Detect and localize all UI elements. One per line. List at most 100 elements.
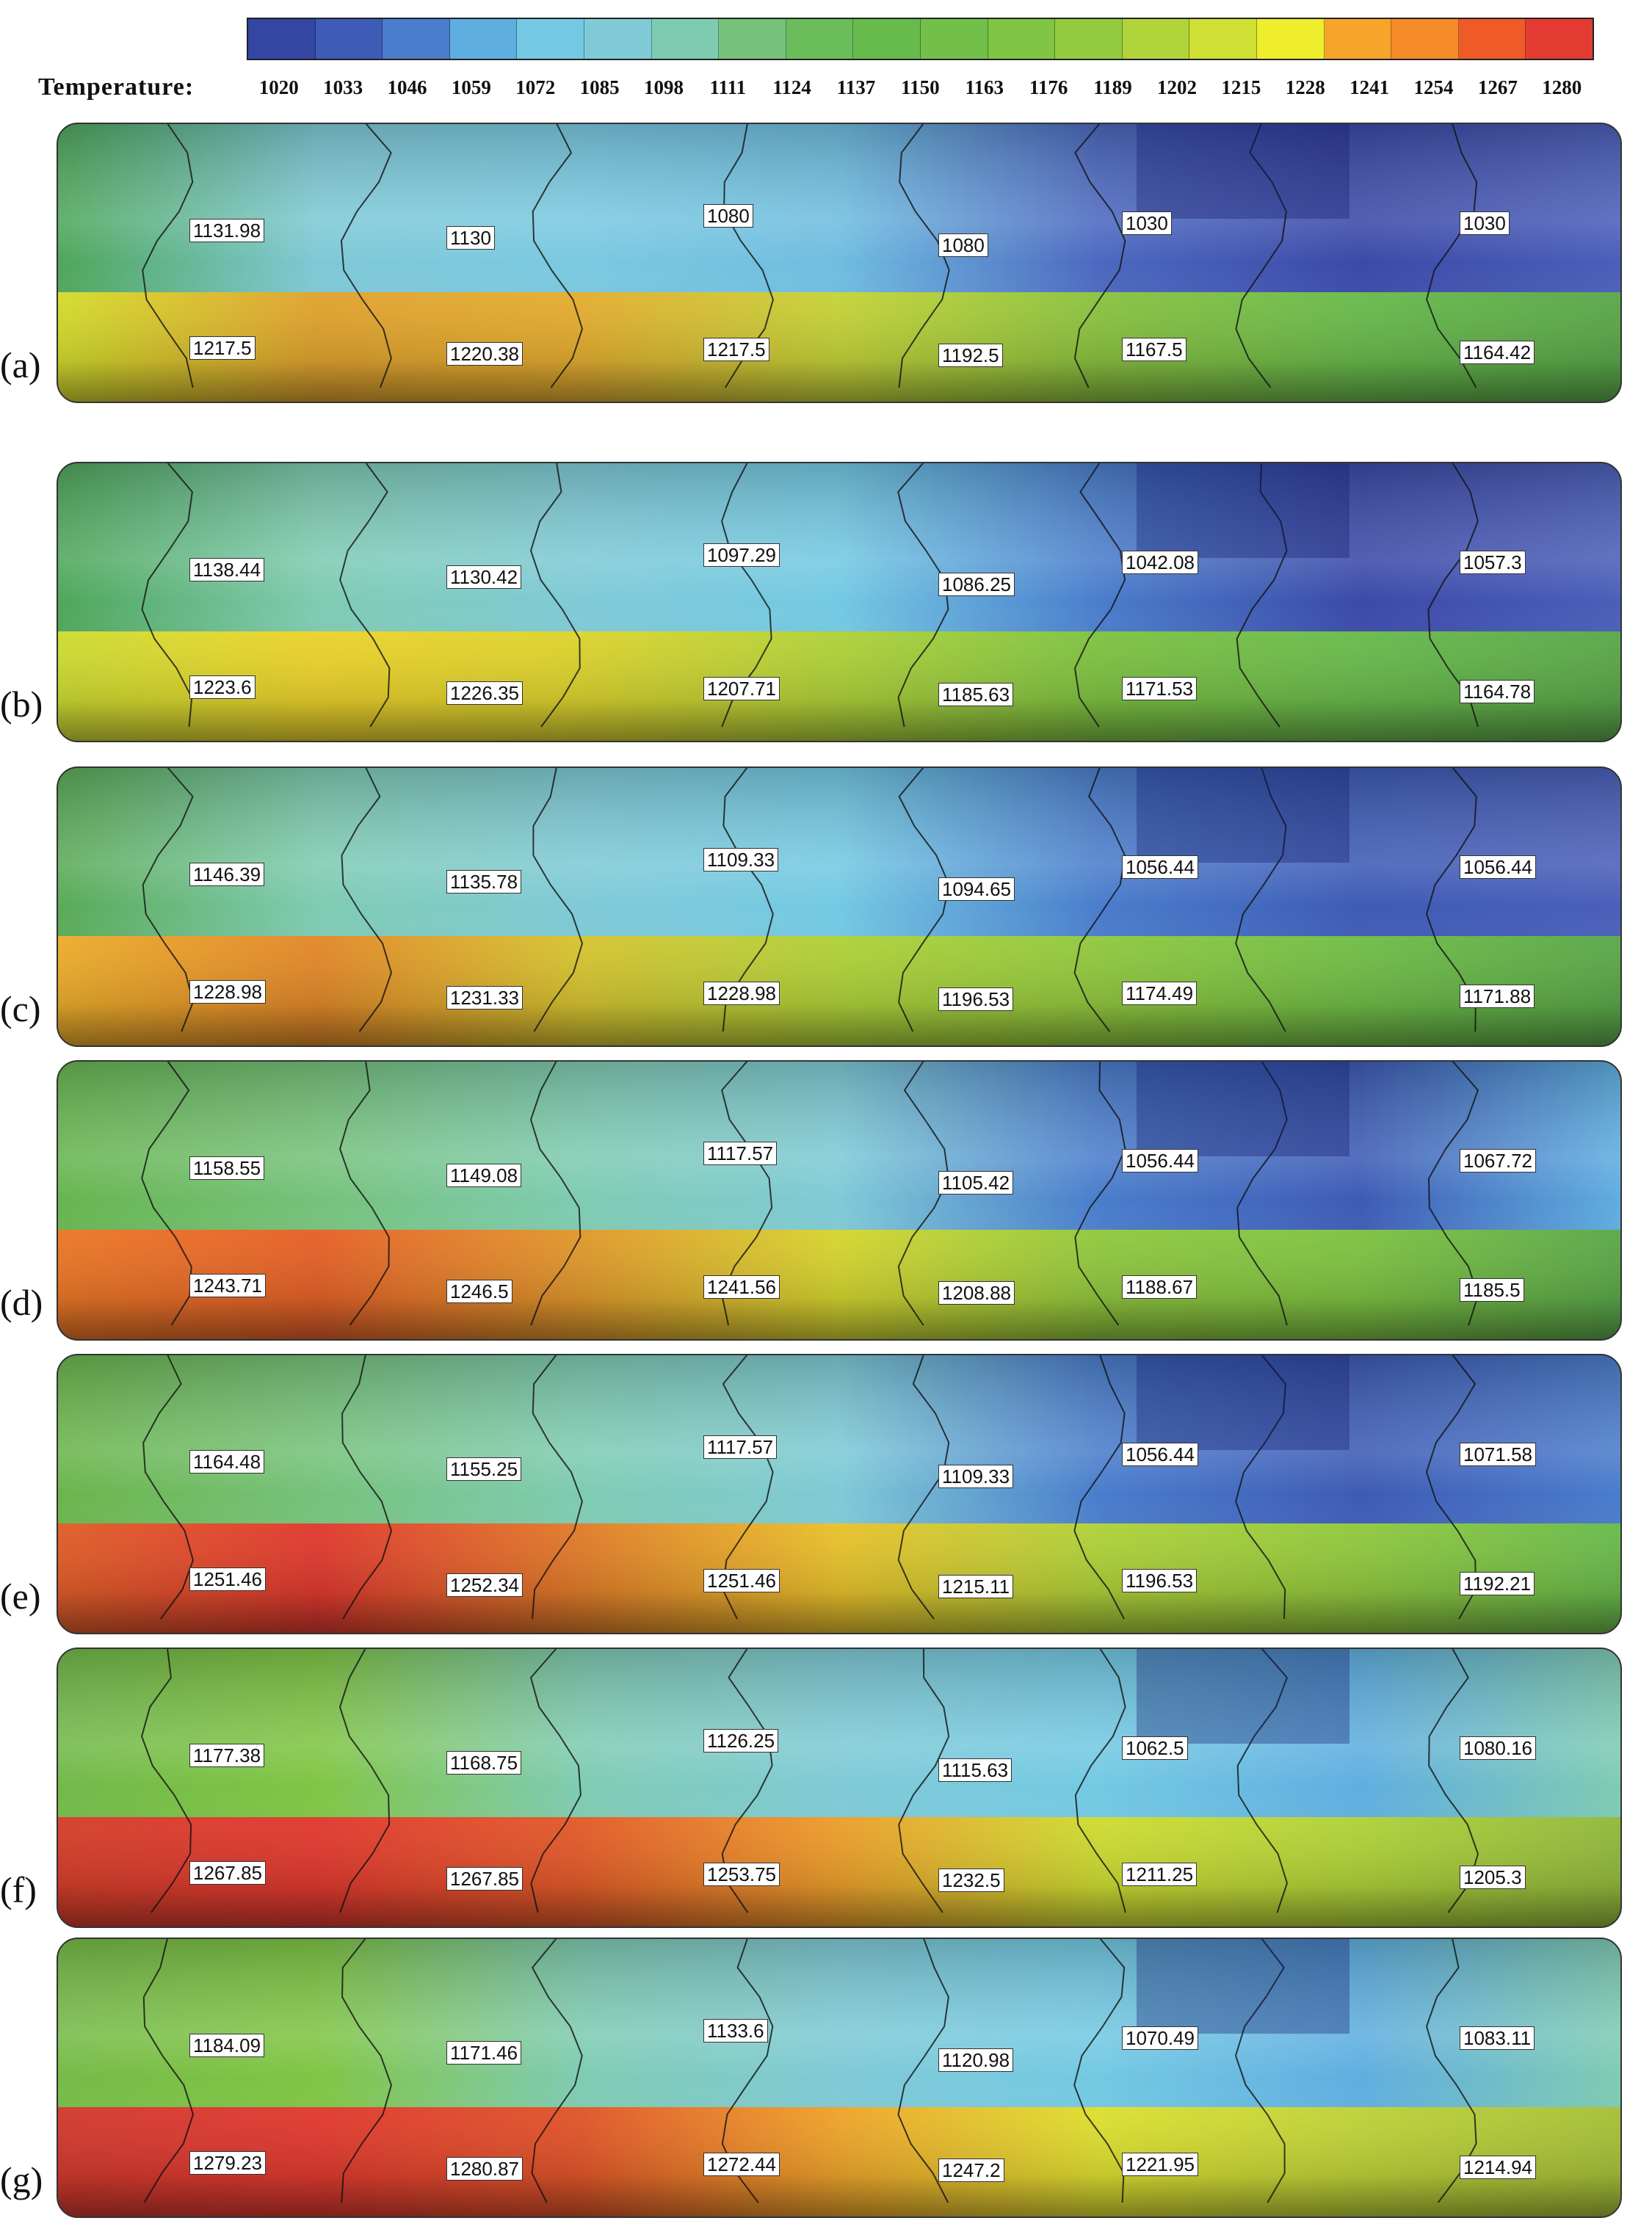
lower-temperature-label: 1196.53 — [1122, 1569, 1198, 1592]
upper-temperature-label: 1120.98 — [938, 2048, 1014, 2072]
upper-temperature-label: 1105.42 — [938, 1171, 1014, 1195]
colorbar-segment — [1256, 19, 1325, 59]
lower-temperature-label: 1280.87 — [446, 2157, 523, 2181]
upper-temperature-label: 1164.48 — [189, 1450, 265, 1474]
upper-temperature-label: 1067.72 — [1460, 1149, 1536, 1172]
isotherm-contour — [142, 1938, 195, 2203]
colorbar-segment — [1122, 19, 1190, 59]
isotherm-contour — [897, 1354, 950, 1620]
isotherm-contour — [1073, 1938, 1126, 2203]
isotherm-contour — [338, 1648, 391, 1913]
isotherm-contour — [1236, 1060, 1288, 1326]
upper-temperature-label: 1158.55 — [189, 1156, 265, 1180]
upper-temperature-label: 1070.49 — [1122, 2026, 1198, 2050]
cold-zone-block — [1137, 767, 1350, 863]
lower-temperature-label: 1231.33 — [446, 986, 523, 1010]
isotherm-contour — [1235, 123, 1287, 388]
isotherm-contour — [1236, 462, 1288, 728]
cylinder-shading — [57, 1061, 1621, 1340]
colorbar-segment — [1391, 19, 1459, 59]
colorbar-segment — [248, 19, 316, 59]
colorbar-segment — [1189, 19, 1257, 59]
colorbar-ticks: 1020 1033 1046 1059 1072 1085 1098 1111 1124 1137… — [247, 76, 1594, 99]
lower-temperature-label: 1171.53 — [1122, 677, 1198, 700]
isotherm-contour — [1235, 1354, 1286, 1620]
lower-temperature-label: 1192.5 — [938, 344, 1003, 367]
upper-temperature-label: 1071.58 — [1460, 1443, 1536, 1466]
lower-temperature-label: 1217.5 — [703, 338, 769, 361]
lower-temperature-label: 1174.49 — [1122, 982, 1198, 1005]
colorbar-tick-label: 1059 — [451, 76, 491, 98]
lower-temperature-label: 1279.23 — [189, 2151, 266, 2175]
panel-label: (c) — [0, 988, 41, 1029]
colorbar-segment — [920, 19, 988, 59]
colorbar-segment — [449, 19, 518, 59]
lower-temperature-label: 1220.38 — [446, 342, 523, 366]
cylinder-outline — [57, 1060, 1622, 1341]
upper-temperature-label: 1056.44 — [1122, 855, 1198, 879]
isotherm-contour — [338, 1060, 390, 1326]
isotherm-contour — [141, 1648, 192, 1913]
lower-temperature-label: 1267.85 — [189, 1861, 266, 1885]
upper-temperature-label: 1171.46 — [446, 2041, 522, 2065]
cold-zone-block — [1137, 463, 1350, 558]
upper-temperature-label: 1080 — [938, 233, 988, 257]
colorbar-tick-label: 1046 — [387, 76, 427, 98]
isotherm-contour — [341, 1354, 393, 1620]
colorbar-tick-label: 1254 — [1413, 76, 1454, 98]
lower-temperature-label: 1251.46 — [703, 1569, 780, 1592]
cylinder-outline — [57, 1354, 1622, 1634]
panel-label: (b) — [0, 684, 43, 725]
colorbar-tick-label: 1098 — [643, 76, 684, 98]
colorbar-segment — [651, 19, 720, 59]
isotherm-contour — [341, 766, 393, 1032]
panel-label: (d) — [0, 1282, 43, 1323]
lower-temperature-label: 1228.98 — [189, 980, 266, 1004]
upper-temperature-label: 1130 — [446, 226, 495, 250]
isotherm-contour — [898, 1648, 950, 1913]
colorbar-tick-label: 1033 — [323, 76, 363, 98]
upper-temperature-label: 1146.39 — [189, 863, 265, 886]
colorbar-tick-label: 1202 — [1156, 76, 1197, 98]
colorbar-segment — [988, 19, 1056, 59]
isotherm-contour — [1074, 1648, 1126, 1913]
upper-temperature-label: 1135.78 — [446, 870, 522, 894]
cylinder-shading — [57, 1938, 1621, 2217]
isotherm-contour — [1073, 462, 1126, 728]
lower-temperature-label: 1211.25 — [1122, 1863, 1198, 1886]
lower-temperature-label: 1207.71 — [703, 677, 780, 700]
colorbar-tick-label: 1072 — [515, 76, 556, 98]
colorbar-tick-label: 1176 — [1029, 76, 1068, 98]
upper-temperature-label: 1086.25 — [938, 573, 1015, 596]
lower-temperature-label: 1185.5 — [1460, 1278, 1524, 1302]
isotherm-contour — [1073, 766, 1126, 1032]
cylinder-outline — [57, 462, 1622, 742]
isotherm-contour — [1427, 462, 1479, 728]
upper-temperature-label: 1056.44 — [1460, 855, 1536, 879]
cylinder-panel: 1177.38 1168.75 1126.25 1115.63 1062.5 1080.1… — [0, 1648, 1652, 1928]
colorbar-tick-label: 1280 — [1542, 76, 1582, 98]
cylinder-panel: 1184.09 1171.46 1133.6 1120.98 1070.49 1083.1… — [0, 1938, 1652, 2218]
upper-temperature-label: 1056.44 — [1122, 1149, 1198, 1172]
upper-temperature-label: 1177.38 — [189, 1744, 265, 1767]
colorbar-segment — [853, 19, 921, 59]
cylinder-outline — [57, 766, 1622, 1047]
lower-temperature-label: 1272.44 — [703, 2153, 780, 2176]
isotherm-contour — [142, 123, 194, 388]
lower-temperature-label: 1252.34 — [446, 1573, 523, 1597]
lower-temperature-label: 1164.42 — [1460, 341, 1535, 364]
upper-temperature-label: 1030 — [1122, 211, 1172, 235]
lower-temperature-label: 1164.78 — [1460, 680, 1535, 703]
colorbar-tick-label: 1163 — [965, 76, 1004, 98]
lower-temperature-label: 1253.75 — [703, 1863, 780, 1886]
lower-temperature-label: 1246.5 — [446, 1280, 512, 1303]
lower-temperature-label: 1215.11 — [938, 1575, 1014, 1598]
lower-temperature-label: 1243.71 — [189, 1274, 266, 1297]
colorbar-segment — [1458, 19, 1526, 59]
upper-temperature-label: 1080 — [703, 204, 753, 228]
upper-temperature-label: 1083.11 — [1460, 2026, 1535, 2050]
lower-temperature-label: 1192.21 — [1460, 1572, 1535, 1595]
panel-label: (f) — [0, 1869, 37, 1910]
cold-zone-block — [1137, 1355, 1350, 1450]
isotherm-contour — [1426, 123, 1478, 388]
